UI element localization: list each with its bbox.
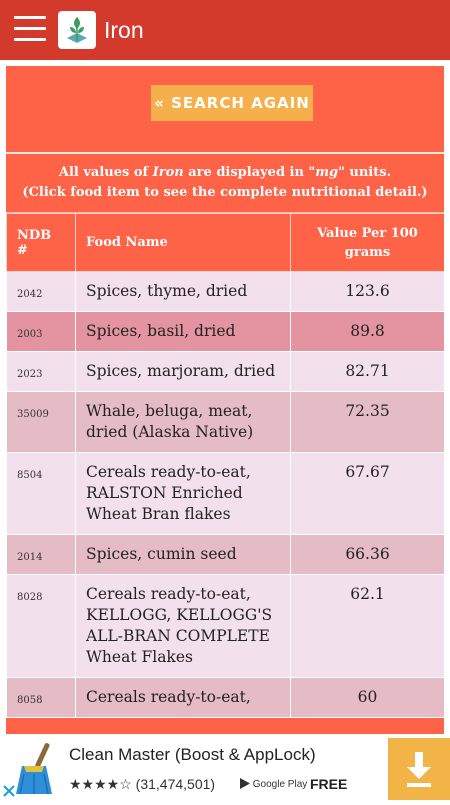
rating-count: (31,474,501) [135, 776, 216, 792]
broom-app-icon[interactable] [12, 740, 58, 798]
ad-close-icon[interactable] [0, 782, 18, 800]
value-cell: 89.8 [290, 311, 444, 352]
ndb-cell: 2023 [6, 351, 76, 392]
results-panel: « SEARCH AGAIN All values of Iron are di… [6, 66, 444, 734]
food-name-cell[interactable]: Cereals ready-to-eat, RALSTON Enriched W… [75, 452, 291, 535]
table-row[interactable]: 2003 Spices, basil, dried 89.8 [6, 311, 444, 352]
ndb-cell: 8028 [6, 574, 76, 678]
food-name-cell[interactable]: Spices, cumin seed [75, 534, 291, 575]
food-name-cell[interactable]: Spices, marjoram, dried [75, 351, 291, 392]
ndb-cell: 2003 [6, 311, 76, 352]
unit-name: mg [315, 165, 339, 180]
google-play-badge: Google Play [240, 778, 307, 790]
table-row[interactable]: 2042 Spices, thyme, dried 123.6 [6, 271, 444, 312]
store-name: Google Play [252, 779, 308, 790]
search-area: « SEARCH AGAIN [6, 66, 444, 154]
food-name-cell[interactable]: Spices, thyme, dried [75, 271, 291, 312]
ad-title[interactable]: Clean Master (Boost & AppLock) [69, 745, 316, 764]
results-table: NDB # Food Name Value Per 100 grams 2042… [6, 213, 444, 718]
header-food-name: Food Name [75, 213, 291, 272]
food-name-cell[interactable]: Whale, beluga, meat, dried (Alaska Nativ… [75, 391, 291, 453]
ndb-cell: 8504 [6, 452, 76, 535]
food-name-cell[interactable]: Spices, basil, dried [75, 311, 291, 352]
value-cell: 62.1 [290, 574, 444, 678]
rating-stars-icon: ★★★★☆ [69, 776, 132, 792]
value-cell: 60 [290, 677, 444, 718]
app-bar: Iron [0, 0, 450, 60]
info-line-2: (Click food item to see the complete nut… [22, 185, 428, 200]
ndb-cell: 35009 [6, 391, 76, 453]
download-icon [407, 752, 431, 787]
ndb-cell: 2042 [6, 271, 76, 312]
table-header-row: NDB # Food Name Value Per 100 grams [6, 213, 444, 272]
table-row[interactable]: 35009 Whale, beluga, meat, dried (Alaska… [6, 391, 444, 453]
ndb-cell: 2014 [6, 534, 76, 575]
menu-icon[interactable] [14, 16, 46, 44]
app-logo-icon [58, 11, 96, 49]
value-cell: 67.67 [290, 452, 444, 535]
app-title: Iron [104, 17, 144, 43]
download-button[interactable] [388, 738, 450, 800]
header-ndb: NDB # [6, 213, 76, 272]
search-again-button[interactable]: « SEARCH AGAIN [151, 85, 313, 121]
header-value: Value Per 100 grams [290, 213, 444, 272]
food-name-cell[interactable]: Cereals ready-to-eat, KELLOGG, KELLOGG'S… [75, 574, 291, 678]
table-row[interactable]: 8028 Cereals ready-to-eat, KELLOGG, KELL… [6, 574, 444, 678]
table-row[interactable]: 8058 Cereals ready-to-eat, 60 [6, 677, 444, 718]
food-name-cell[interactable]: Cereals ready-to-eat, [75, 677, 291, 718]
nutrient-name: Iron [152, 165, 184, 180]
info-banner: All values of Iron are displayed in "mg"… [6, 154, 444, 213]
google-play-icon [240, 778, 250, 789]
table-row[interactable]: 2023 Spices, marjoram, dried 82.71 [6, 351, 444, 392]
table-row[interactable]: 8504 Cereals ready-to-eat, RALSTON Enric… [6, 452, 444, 535]
value-cell: 123.6 [290, 271, 444, 312]
value-cell: 66.36 [290, 534, 444, 575]
value-cell: 82.71 [290, 351, 444, 392]
table-row[interactable]: 2014 Spices, cumin seed 66.36 [6, 534, 444, 575]
info-line-1: All values of Iron are displayed in "mg"… [58, 165, 392, 180]
value-cell: 72.35 [290, 391, 444, 453]
ndb-cell: 8058 [6, 677, 76, 718]
ad-banner[interactable]: Clean Master (Boost & AppLock) ★★★★☆ (31… [0, 738, 450, 800]
ad-rating: ★★★★☆ (31,474,501) [69, 776, 215, 793]
ad-price: FREE [310, 776, 348, 792]
